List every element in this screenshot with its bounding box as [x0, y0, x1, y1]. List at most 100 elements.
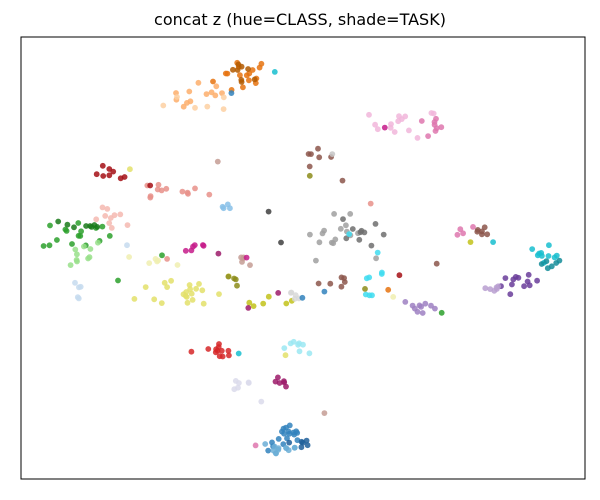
- scatter-point: [86, 254, 93, 261]
- chart-title: concat z (hue=CLASS, shade=TASK): [154, 10, 446, 29]
- plot-frame: [20, 36, 586, 480]
- scatter-point: [99, 204, 106, 211]
- scatter-point: [343, 222, 349, 229]
- scatter-point: [418, 118, 425, 124]
- scatter-point: [55, 218, 62, 225]
- scatter-point: [286, 439, 293, 446]
- scatter-point: [222, 70, 229, 77]
- scatter-point: [63, 228, 70, 234]
- scatter-point: [72, 279, 78, 286]
- scatter-point: [556, 257, 563, 264]
- scatter-point: [509, 281, 515, 288]
- scatter-point: [379, 269, 385, 276]
- scatter-point: [199, 287, 206, 294]
- scatter-point: [205, 346, 212, 352]
- scatter-point: [238, 254, 245, 261]
- scatter-point: [374, 126, 381, 133]
- scatter-point: [195, 79, 202, 86]
- scatter-point: [246, 299, 253, 306]
- scatter-point: [315, 145, 321, 152]
- scatter-point: [419, 310, 426, 316]
- scatter-point: [303, 437, 310, 444]
- scatter-point: [146, 260, 153, 266]
- scatter-point: [265, 208, 272, 215]
- scatter-point: [240, 84, 246, 91]
- scatter-point: [487, 286, 494, 292]
- scatter-point: [164, 256, 171, 262]
- scatter-point: [203, 91, 210, 97]
- scatter-point: [299, 294, 306, 301]
- scatter-point: [231, 275, 238, 282]
- scatter-point: [64, 221, 71, 228]
- scatter-point: [100, 173, 107, 179]
- scatter-point: [321, 410, 328, 416]
- scatter-point: [161, 279, 168, 286]
- scatter-point: [278, 239, 284, 246]
- scatter-point: [273, 450, 279, 457]
- scatter-point: [247, 262, 253, 268]
- scatter-point: [539, 253, 545, 259]
- scatter-point: [87, 246, 94, 252]
- scatter-point: [163, 185, 170, 192]
- scatter-point: [212, 92, 219, 99]
- scatter-point: [479, 231, 485, 238]
- scatter-point: [231, 386, 238, 393]
- scatter-point: [296, 348, 303, 355]
- scatter-point: [192, 104, 198, 111]
- scatter-point: [454, 231, 461, 238]
- scatter-point: [95, 239, 101, 246]
- scatter-point: [186, 88, 193, 95]
- scatter-point: [460, 230, 466, 237]
- scatter-point: [180, 103, 187, 110]
- scatter-point: [131, 296, 138, 302]
- scatter-point: [306, 163, 313, 170]
- scatter-point: [71, 224, 77, 231]
- scatter-point: [372, 221, 379, 227]
- scatter-point: [220, 106, 227, 112]
- scatter-point: [418, 303, 424, 310]
- scatter-point: [93, 171, 100, 178]
- scatter-point: [106, 172, 113, 179]
- scatter-point: [107, 215, 114, 221]
- scatter-point: [225, 273, 232, 280]
- scatter-point: [184, 100, 190, 106]
- scatter-point: [538, 261, 545, 267]
- scatter-point: [250, 303, 257, 309]
- scatter-point: [275, 374, 281, 381]
- scatter-point: [534, 277, 540, 284]
- scatter-point: [243, 254, 250, 261]
- scatter-point: [406, 127, 412, 134]
- scatter-point: [230, 66, 236, 73]
- scatter-point: [331, 211, 337, 217]
- scatter-point: [69, 241, 75, 247]
- scatter-point: [329, 151, 336, 158]
- scatter-point: [347, 211, 354, 217]
- scatter-point: [298, 438, 305, 445]
- scatter-point: [281, 430, 287, 437]
- scatter-point: [265, 447, 272, 454]
- scatter-point: [226, 352, 232, 359]
- scatter-point: [349, 226, 356, 232]
- scatter-point: [280, 425, 287, 432]
- scatter-point: [315, 280, 322, 287]
- scatter-point: [543, 258, 550, 265]
- scatter-point: [470, 224, 476, 230]
- scatter-point: [482, 285, 489, 292]
- scatter-point: [288, 289, 294, 296]
- scatter-point: [225, 347, 232, 354]
- scatter-point: [346, 231, 353, 238]
- scatter-point: [484, 231, 491, 238]
- scatter-point: [220, 205, 227, 212]
- scatter-point: [380, 231, 387, 238]
- scatter-point: [151, 296, 158, 303]
- scatter-point: [72, 246, 79, 253]
- scatter-point: [515, 274, 522, 281]
- scatter-point: [73, 257, 80, 263]
- scatter-point: [362, 291, 369, 298]
- scatter-point: [366, 111, 372, 118]
- scatter-point: [228, 90, 235, 96]
- scatter-point: [200, 300, 207, 307]
- scatter-point: [81, 243, 87, 250]
- scatter-point: [340, 216, 346, 223]
